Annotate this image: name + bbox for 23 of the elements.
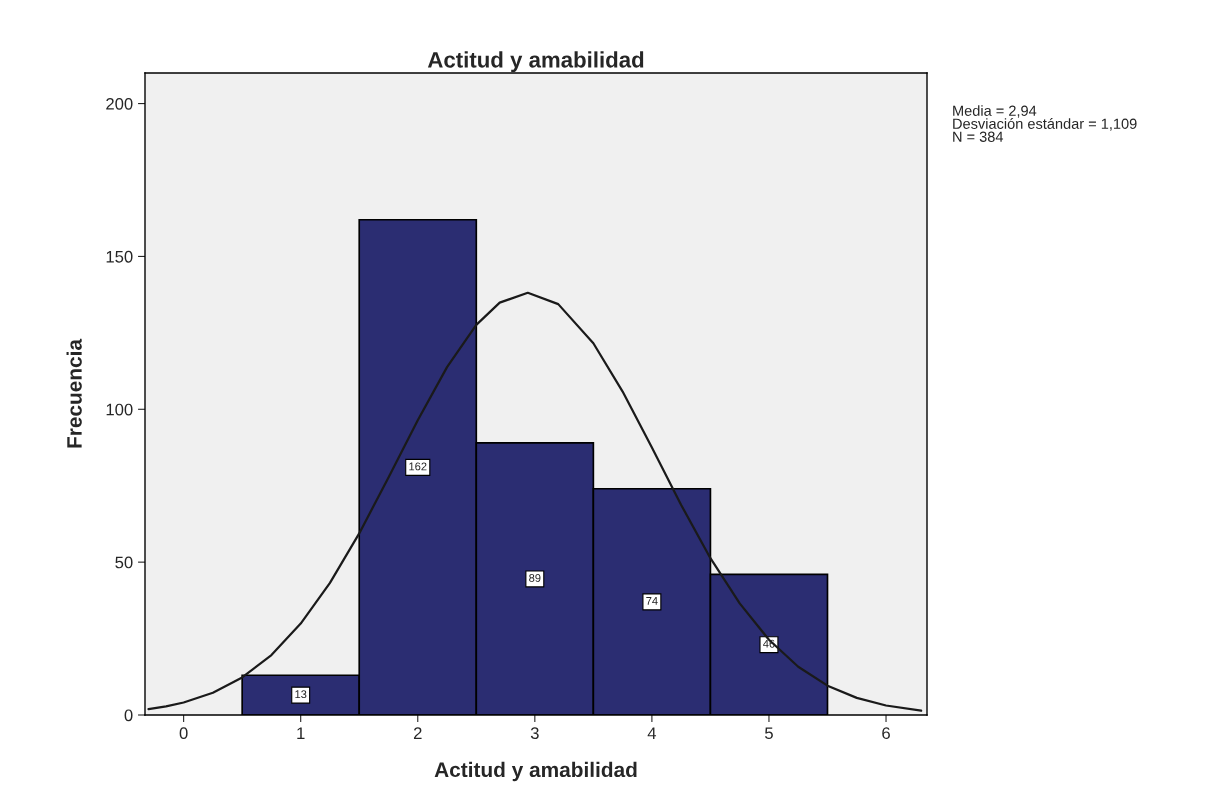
y-tick-label: 100 <box>106 403 133 416</box>
text: Desviación estándar = 1,109 <box>953 118 1137 131</box>
x-tick-label: 2 <box>413 727 422 739</box>
x-tick-label: 4 <box>647 727 657 739</box>
chart-title: Actitud y amabilidad <box>427 51 644 73</box>
y-tick-label: 150 <box>106 250 133 263</box>
x-tick-label: 0 <box>179 727 188 740</box>
data-label: 89 <box>529 574 541 582</box>
x-tick-label: 3 <box>530 727 539 740</box>
y-axis-title: Frecuencia <box>66 338 82 448</box>
x-axis-title: Actitud y amabilidad <box>434 761 637 782</box>
text: N = 384 <box>953 131 1004 142</box>
y-tick-label: 50 <box>115 556 133 569</box>
data-label: 162 <box>409 462 427 471</box>
x-tick-label: 5 <box>764 727 773 740</box>
x-tick-label: 1 <box>297 727 305 739</box>
y-tick-label: 0 <box>124 709 133 722</box>
y-tick-label: 200 <box>106 97 133 110</box>
data-label: 74 <box>646 597 658 605</box>
data-label: 13 <box>295 690 307 699</box>
text: Media = 2,94 <box>953 105 1037 118</box>
x-tick-label: 6 <box>882 727 890 740</box>
line-series <box>147 291 923 712</box>
